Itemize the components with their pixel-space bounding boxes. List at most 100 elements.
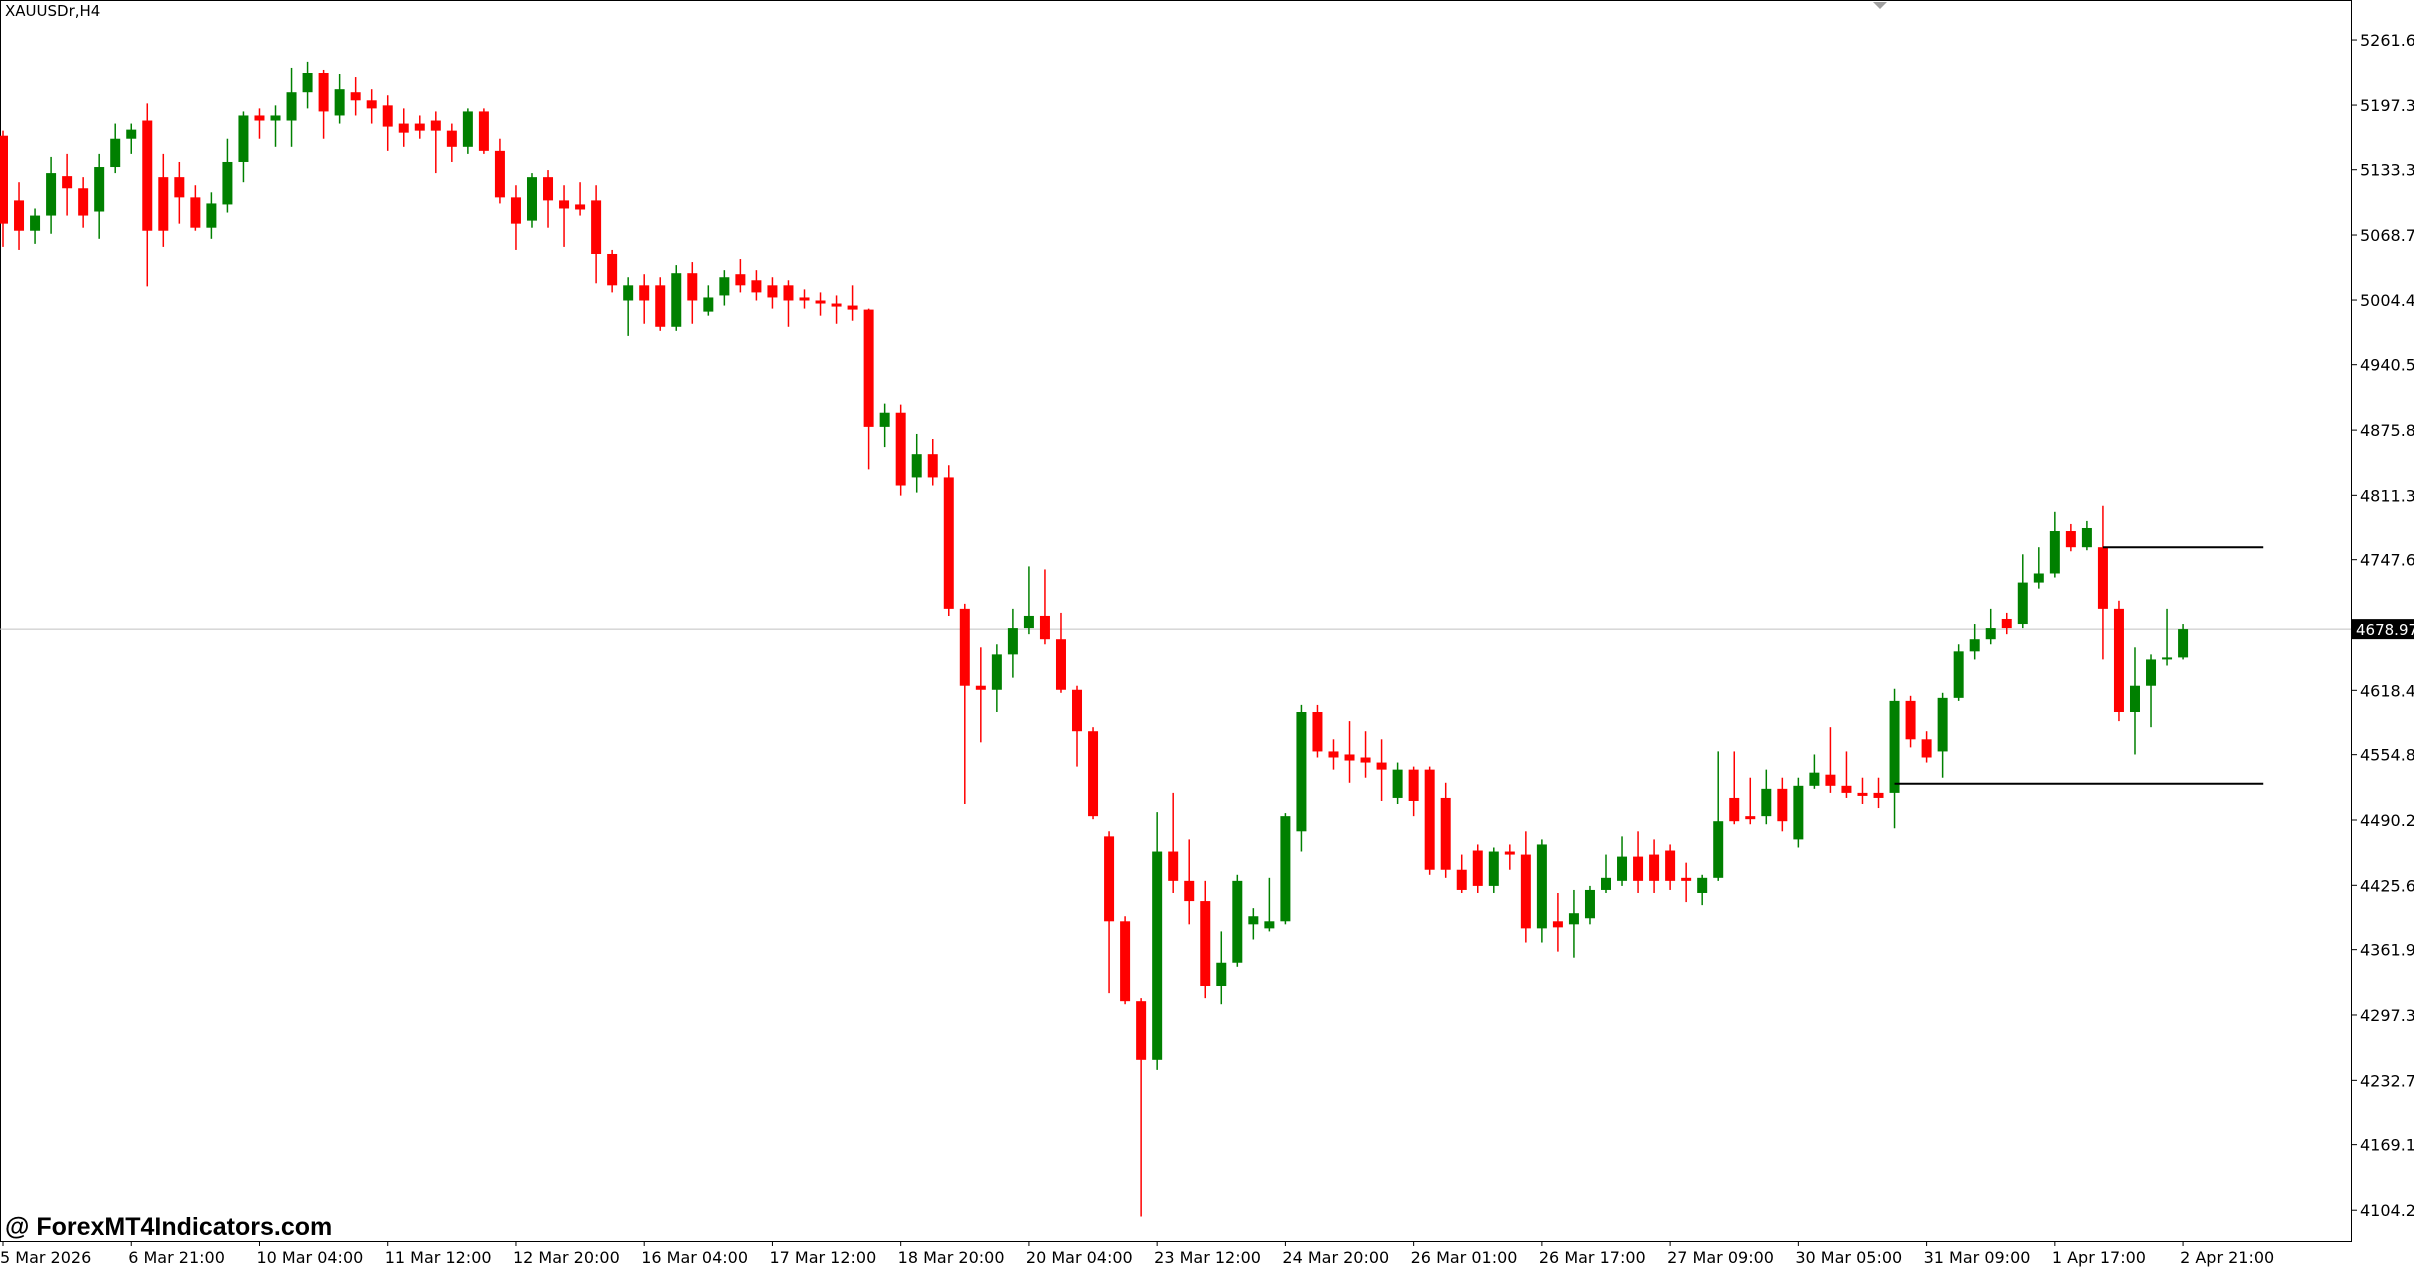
y-tick-label: 4811.30 xyxy=(2360,486,2414,505)
x-tick-label: 24 Mar 20:00 xyxy=(1282,1248,1389,1267)
candle-body xyxy=(1536,844,1547,929)
y-tick-label: 4104.25 xyxy=(2360,1201,2414,1220)
candle-body xyxy=(607,253,618,286)
candle-body xyxy=(991,654,1002,690)
candle-body xyxy=(1793,785,1804,840)
candle-body xyxy=(382,105,393,127)
candle-body xyxy=(1088,731,1099,817)
candle-body xyxy=(1104,836,1115,922)
candle-body xyxy=(1072,689,1083,732)
candle-body xyxy=(1649,854,1660,881)
candle-body xyxy=(879,412,890,427)
candle-body xyxy=(254,115,265,121)
candle-body xyxy=(815,300,826,304)
candle-body xyxy=(2146,659,2157,686)
candle-body xyxy=(286,92,297,121)
x-tick-label: 10 Mar 04:00 xyxy=(256,1248,363,1267)
candle-body xyxy=(735,274,746,286)
candle-body xyxy=(2049,531,2060,574)
candle-body xyxy=(1697,877,1708,893)
candle-body xyxy=(1168,851,1179,881)
candle-body xyxy=(302,73,313,93)
candle-body xyxy=(1681,877,1692,881)
y-tick-label: 4490.20 xyxy=(2360,811,2414,830)
candle-body xyxy=(1729,797,1740,822)
candle-body xyxy=(1360,757,1371,763)
candle-body xyxy=(2097,547,2108,609)
candle-body xyxy=(1745,816,1756,820)
candle-body xyxy=(1472,850,1483,886)
x-tick-label: 17 Mar 12:00 xyxy=(769,1248,876,1267)
candle-body xyxy=(591,200,602,254)
plot-frame xyxy=(0,0,2352,1242)
candle-body xyxy=(1568,913,1579,925)
candle-body xyxy=(110,138,121,168)
y-tick-label: 4425.60 xyxy=(2360,876,2414,895)
candle-body xyxy=(1039,615,1050,640)
candle-body xyxy=(927,454,938,478)
candle-body xyxy=(366,100,377,109)
candle-body xyxy=(1889,700,1900,793)
candle-body xyxy=(1937,697,1948,752)
candle-body xyxy=(2178,629,2189,658)
candle-body xyxy=(430,120,441,131)
candle-body xyxy=(494,150,505,198)
candle-body xyxy=(559,200,570,209)
candle-body xyxy=(543,177,554,201)
candle-body xyxy=(174,177,185,198)
y-tick-label: 4940.50 xyxy=(2360,356,2414,375)
x-tick-label: 26 Mar 17:00 xyxy=(1539,1248,1646,1267)
candle-body xyxy=(462,111,473,147)
x-tick-label: 2 Apr 21:00 xyxy=(2180,1248,2274,1267)
x-tick-label: 31 Mar 09:00 xyxy=(1924,1248,2031,1267)
candle-body xyxy=(142,120,153,231)
candle-body xyxy=(1520,854,1531,929)
x-tick-label: 5 Mar 2026 xyxy=(0,1248,91,1267)
candle-body xyxy=(687,273,698,301)
x-tick-label: 26 Mar 01:00 xyxy=(1411,1248,1518,1267)
candle-body xyxy=(1055,639,1066,690)
y-tick-label: 5133.35 xyxy=(2360,161,2414,180)
x-tick-label: 20 Mar 04:00 xyxy=(1026,1248,1133,1267)
candle-body xyxy=(1953,651,1964,698)
candle-body xyxy=(1713,821,1724,878)
candle-body xyxy=(623,285,634,301)
candle-body xyxy=(2113,608,2124,713)
candle-body xyxy=(767,285,778,298)
y-tick-label: 5068.75 xyxy=(2360,226,2414,245)
candle-body xyxy=(46,173,57,216)
candle-body xyxy=(334,89,345,116)
candle-body xyxy=(831,303,842,307)
y-tick-label: 4618.45 xyxy=(2360,681,2414,700)
candle-body xyxy=(446,130,457,147)
candle-body xyxy=(238,115,249,162)
candle-body xyxy=(1633,856,1644,881)
candle-body xyxy=(703,297,714,312)
candle-body xyxy=(2017,582,2028,625)
candle-body xyxy=(94,167,105,212)
candle-body xyxy=(478,111,489,151)
candle-body xyxy=(911,454,922,478)
candle-body xyxy=(1344,754,1355,761)
y-tick-label: 4554.80 xyxy=(2360,746,2414,765)
candle-body xyxy=(1921,739,1932,758)
y-tick-label: 4169.10 xyxy=(2360,1136,2414,1155)
candle-body xyxy=(1601,877,1611,890)
x-tick-label: 16 Mar 04:00 xyxy=(641,1248,748,1267)
candle-body xyxy=(655,285,666,327)
candle-body xyxy=(1873,792,1884,798)
price-label: 4678.97 xyxy=(2356,621,2414,639)
x-tick-label: 1 Apr 17:00 xyxy=(2052,1248,2146,1267)
candle-body xyxy=(206,203,217,228)
candle-body xyxy=(1761,788,1772,817)
candle-body xyxy=(1296,712,1307,832)
candle-body xyxy=(1328,751,1339,758)
price-label-box xyxy=(2352,619,2414,640)
y-tick-label: 4361.95 xyxy=(2360,941,2414,960)
candle-body xyxy=(1023,615,1034,629)
y-tick-label: 4747.65 xyxy=(2360,551,2414,570)
candle-body xyxy=(1424,769,1435,870)
y-tick-label: 4232.70 xyxy=(2360,1071,2414,1090)
